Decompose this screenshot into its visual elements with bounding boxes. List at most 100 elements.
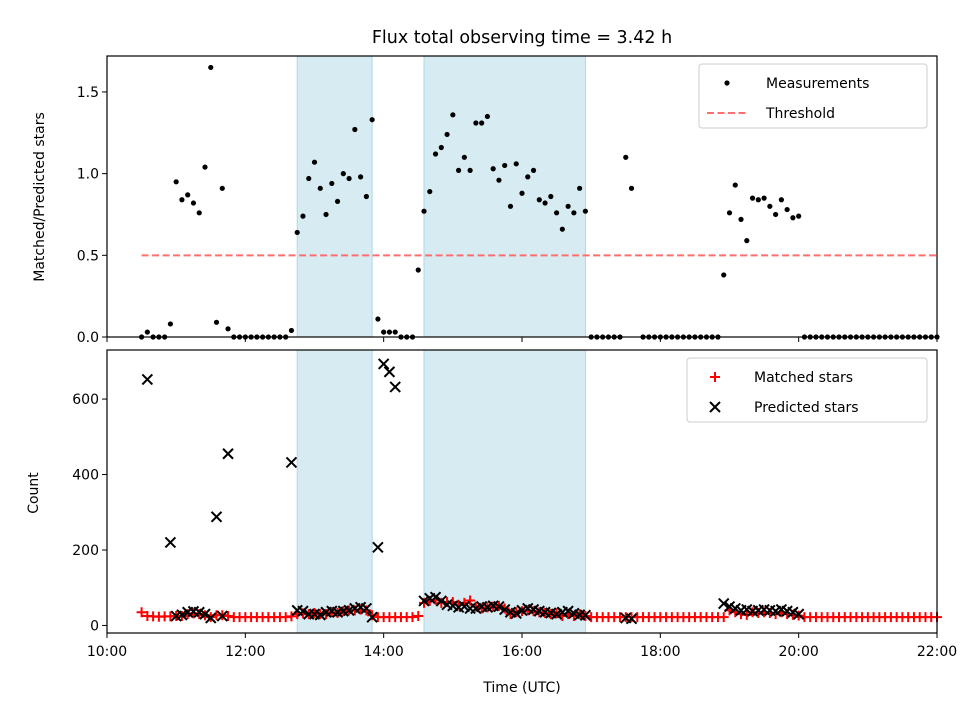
predicted-star-point (372, 541, 384, 554)
predicted-star-point (205, 612, 217, 624)
predicted-star-point (435, 595, 448, 607)
measurement-point (392, 329, 398, 335)
measurement-point (548, 193, 554, 200)
measurement-point (375, 316, 381, 322)
measurement-point (513, 161, 519, 167)
measurement-point (773, 211, 779, 218)
predicted-star-point (499, 603, 511, 616)
x-tick-label: 22:00 (917, 644, 957, 660)
measurement-point (542, 200, 548, 206)
measurement-point (444, 131, 450, 138)
shaded-span-bottom (423, 349, 586, 634)
measurement-point (484, 113, 491, 120)
measurement-point (190, 200, 197, 206)
measurement-point (202, 164, 208, 170)
predicted-star-point (210, 511, 223, 523)
measurement-point (421, 208, 427, 214)
measurement-point (749, 195, 756, 201)
matched-star-point (367, 610, 378, 621)
measurement-point (496, 177, 502, 183)
legend-marker (710, 372, 720, 382)
measurement-point (386, 329, 393, 335)
measurement-point (329, 180, 335, 187)
legend-label: Matched stars (754, 370, 853, 386)
measurement-point (784, 206, 790, 213)
predicted-star-point (222, 448, 234, 460)
measurement-point (628, 185, 635, 191)
measurement-point (530, 167, 537, 173)
measurement-point (450, 112, 456, 118)
measurement-point (502, 162, 508, 169)
y-tick-label: 0 (90, 618, 99, 634)
predicted-star-point (383, 366, 396, 378)
y-tick-label: 400 (72, 468, 99, 484)
x-axis-label: Time (UTC) (482, 680, 560, 696)
y-tick-label: 0.0 (77, 330, 99, 346)
measurement-point (461, 154, 467, 160)
measurement-point (179, 197, 185, 203)
matched-star-point (286, 611, 297, 622)
matched-star-point (718, 612, 729, 623)
measurement-point (306, 175, 312, 182)
x-tick-label: 10:00 (87, 644, 127, 660)
measurement-point (525, 174, 531, 180)
measurement-point (317, 185, 323, 191)
measurement-point (185, 192, 191, 198)
measurement-point (196, 210, 202, 216)
measurement-point (219, 185, 225, 191)
chart-title: Flux total observing time = 3.42 h (372, 28, 672, 48)
predicted-star-point (718, 597, 730, 610)
matched-star-point (136, 607, 147, 618)
measurement-point (358, 174, 364, 180)
measurement-point (415, 267, 421, 273)
measurement-point (438, 144, 444, 151)
shaded-span-top (296, 55, 373, 338)
predicted-star-point (366, 611, 378, 623)
measurement-point (225, 326, 231, 332)
measurement-point (467, 167, 473, 173)
measurement-point (340, 171, 346, 177)
measurement-point (208, 64, 214, 71)
measurement-point (455, 167, 462, 173)
predicted-star-point (141, 373, 154, 386)
predicted-star-point (493, 600, 505, 613)
measurement-point (778, 197, 784, 203)
measurement-point (144, 329, 150, 335)
measurement-point (571, 210, 577, 216)
legend-marker (709, 401, 721, 413)
shaded-span-top (423, 55, 586, 338)
matched-star-point (223, 611, 234, 622)
matched-star-point (419, 597, 430, 608)
legend-label: Threshold (765, 106, 835, 122)
measurement-point (738, 216, 744, 222)
panel-top: 0.0 0.5 1.0 1.5 Measurements Threshold (77, 55, 940, 346)
matched-star-point (505, 609, 516, 620)
measurement-point (173, 179, 179, 185)
measurement-point (721, 272, 727, 278)
predicted-star-point (377, 358, 390, 370)
measurement-point (479, 120, 485, 126)
measurement-point (755, 197, 761, 203)
predicted-star-point (579, 609, 592, 621)
predicted-star-point (216, 610, 228, 622)
matched-star-point (413, 611, 424, 622)
measurement-point (565, 203, 571, 209)
legend-box-top (698, 63, 928, 129)
y-axis-label-top: Matched/Predicted stars (32, 112, 48, 282)
predicted-star-point (510, 607, 522, 620)
y-tick-label: 1.5 (77, 85, 99, 101)
measurement-point (369, 117, 375, 123)
predicted-star-point (792, 608, 805, 620)
predicted-star-point (297, 605, 309, 617)
predicted-star-point (625, 612, 638, 625)
y-tick-label: 200 (72, 543, 99, 559)
measurement-point (761, 195, 767, 201)
predicted-star-point (429, 591, 442, 603)
x-tick-label: 12:00 (225, 644, 265, 660)
measurement-point (432, 151, 439, 157)
measurement-point (726, 210, 733, 216)
measurement-point (623, 154, 629, 160)
measurement-point (323, 211, 329, 218)
measurement-point (559, 226, 565, 232)
